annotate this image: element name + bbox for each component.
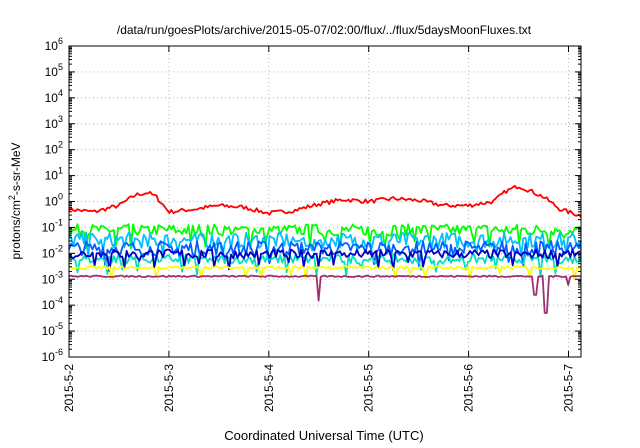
y-tick-label: 10-4 bbox=[42, 295, 63, 312]
series-line bbox=[68, 248, 581, 272]
y-tick-label-base: 10 bbox=[42, 350, 56, 364]
y-tick-label-exponent: -6 bbox=[55, 347, 63, 357]
y-tick-label-exponent: -1 bbox=[55, 217, 63, 227]
series-line bbox=[68, 265, 582, 281]
y-tick-label: 10-5 bbox=[42, 321, 63, 338]
y-tick-label-exponent: 6 bbox=[58, 36, 63, 46]
y-tick-label-exponent: -5 bbox=[55, 321, 63, 331]
x-axis: 2015-5-2 2015-5-3 2015-5-4 2015-5-5 2015-5-6… bbox=[62, 46, 576, 412]
y-tick-label-exponent: 4 bbox=[58, 88, 63, 98]
y-tick-label-base: 10 bbox=[42, 272, 56, 286]
y-tick-label-base: 10 bbox=[45, 91, 59, 105]
y-tick-label-exponent: 1 bbox=[58, 166, 63, 176]
y-tick-label-base: 10 bbox=[42, 324, 56, 338]
y-axis-label: protons/cm2-s-sr-MeV bbox=[7, 142, 23, 259]
series-line bbox=[68, 253, 582, 278]
x-tick-label: 2015-5-5 bbox=[362, 364, 376, 412]
x-tick-label: 2015-5-4 bbox=[262, 364, 276, 412]
x-tick-label: 2015-5-6 bbox=[462, 364, 476, 412]
y-tick-label-exponent: 5 bbox=[58, 62, 63, 72]
x-axis-label: Coordinated Universal Time (UTC) bbox=[224, 428, 423, 443]
y-tick-label: 100 bbox=[45, 192, 63, 209]
y-axis-label-suffix: -s-sr-MeV bbox=[9, 142, 23, 195]
y-tick-label: 101 bbox=[45, 166, 63, 183]
y-tick-label: 10-2 bbox=[42, 243, 63, 260]
y-tick-label-base: 10 bbox=[45, 117, 59, 131]
y-tick-label: 106 bbox=[45, 36, 63, 53]
y-tick-label-exponent: 3 bbox=[58, 114, 63, 124]
y-tick-label-exponent: -4 bbox=[55, 295, 63, 305]
y-tick-label-exponent: -3 bbox=[55, 269, 63, 279]
x-tick-label: 2015-5-3 bbox=[162, 364, 176, 412]
x-tick-label: 2015-5-2 bbox=[62, 364, 76, 412]
y-tick-label: 104 bbox=[45, 88, 63, 105]
y-tick-label-base: 10 bbox=[45, 195, 59, 209]
series-line bbox=[68, 274, 582, 314]
y-tick-label-base: 10 bbox=[42, 246, 56, 260]
y-tick-label: 10-3 bbox=[42, 269, 63, 286]
y-tick-label-exponent: -2 bbox=[55, 243, 63, 253]
y-tick-label: 105 bbox=[45, 62, 63, 79]
y-tick-label: 103 bbox=[45, 114, 63, 131]
y-tick-label-base: 10 bbox=[42, 298, 56, 312]
y-tick-label-base: 10 bbox=[45, 39, 59, 53]
x-tick-label: 2015-5-7 bbox=[562, 364, 576, 412]
y-tick-label-base: 10 bbox=[45, 169, 59, 183]
y-axis: 10-610-510-410-310-210-11001011021031041… bbox=[42, 36, 581, 364]
y-tick-label-exponent: 0 bbox=[58, 192, 63, 202]
series-line bbox=[68, 231, 582, 259]
y-tick-label: 102 bbox=[45, 140, 63, 157]
series-line bbox=[68, 184, 582, 218]
y-tick-label-base: 10 bbox=[42, 220, 56, 234]
series-group bbox=[68, 184, 582, 314]
y-tick-label-base: 10 bbox=[45, 143, 59, 157]
y-tick-label: 10-6 bbox=[42, 347, 63, 364]
chart-title: /data/run/goesPlots/archive/2015-05-07/0… bbox=[117, 23, 532, 37]
y-axis-label-sup: 2 bbox=[7, 195, 17, 200]
y-axis-label-prefix: protons/cm bbox=[9, 200, 23, 259]
y-tick-label-base: 10 bbox=[45, 65, 59, 79]
y-tick-label: 10-1 bbox=[42, 217, 63, 234]
y-tick-label-exponent: 2 bbox=[58, 140, 63, 150]
